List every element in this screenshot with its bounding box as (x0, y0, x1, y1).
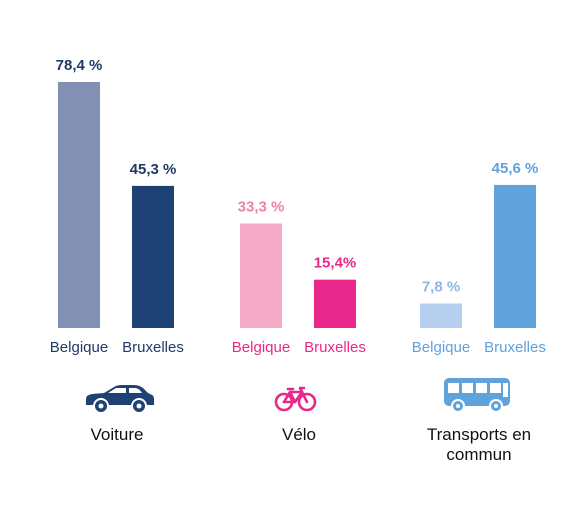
car-icon (86, 385, 154, 414)
value-label: 45,3 % (130, 161, 177, 178)
bar-bicycle-bruxelles (314, 279, 356, 328)
bar-bus-belgique (420, 303, 462, 328)
group-label: Voiture (91, 425, 144, 444)
bar-car-bruxelles (132, 185, 174, 328)
bar-car-belgique (58, 82, 100, 329)
group-label: Transports en (427, 425, 531, 444)
category-label: Belgique (232, 339, 290, 356)
category-label: Belgique (412, 339, 470, 356)
value-label: 33,3 % (238, 199, 285, 216)
value-label: 7,8 % (422, 279, 460, 296)
labels-layer: 78,4 % Belgique 45,3 % Bruxelles Voiture 33,3… (50, 57, 546, 464)
value-label: 45,6 % (492, 160, 539, 177)
category-label: Bruxelles (122, 339, 184, 356)
group-label: commun (446, 445, 511, 464)
bar-bicycle-belgique (240, 223, 282, 328)
bars-layer (58, 82, 536, 329)
bus-icon (444, 378, 510, 413)
value-label: 78,4 % (56, 57, 103, 74)
bicycle-icon (274, 386, 317, 412)
category-label: Bruxelles (304, 339, 366, 356)
category-label: Bruxelles (484, 339, 546, 356)
category-label: Belgique (50, 339, 108, 356)
value-label: 15,4% (314, 255, 357, 272)
group-label: Vélo (282, 425, 316, 444)
bar-bus-bruxelles (494, 184, 536, 328)
